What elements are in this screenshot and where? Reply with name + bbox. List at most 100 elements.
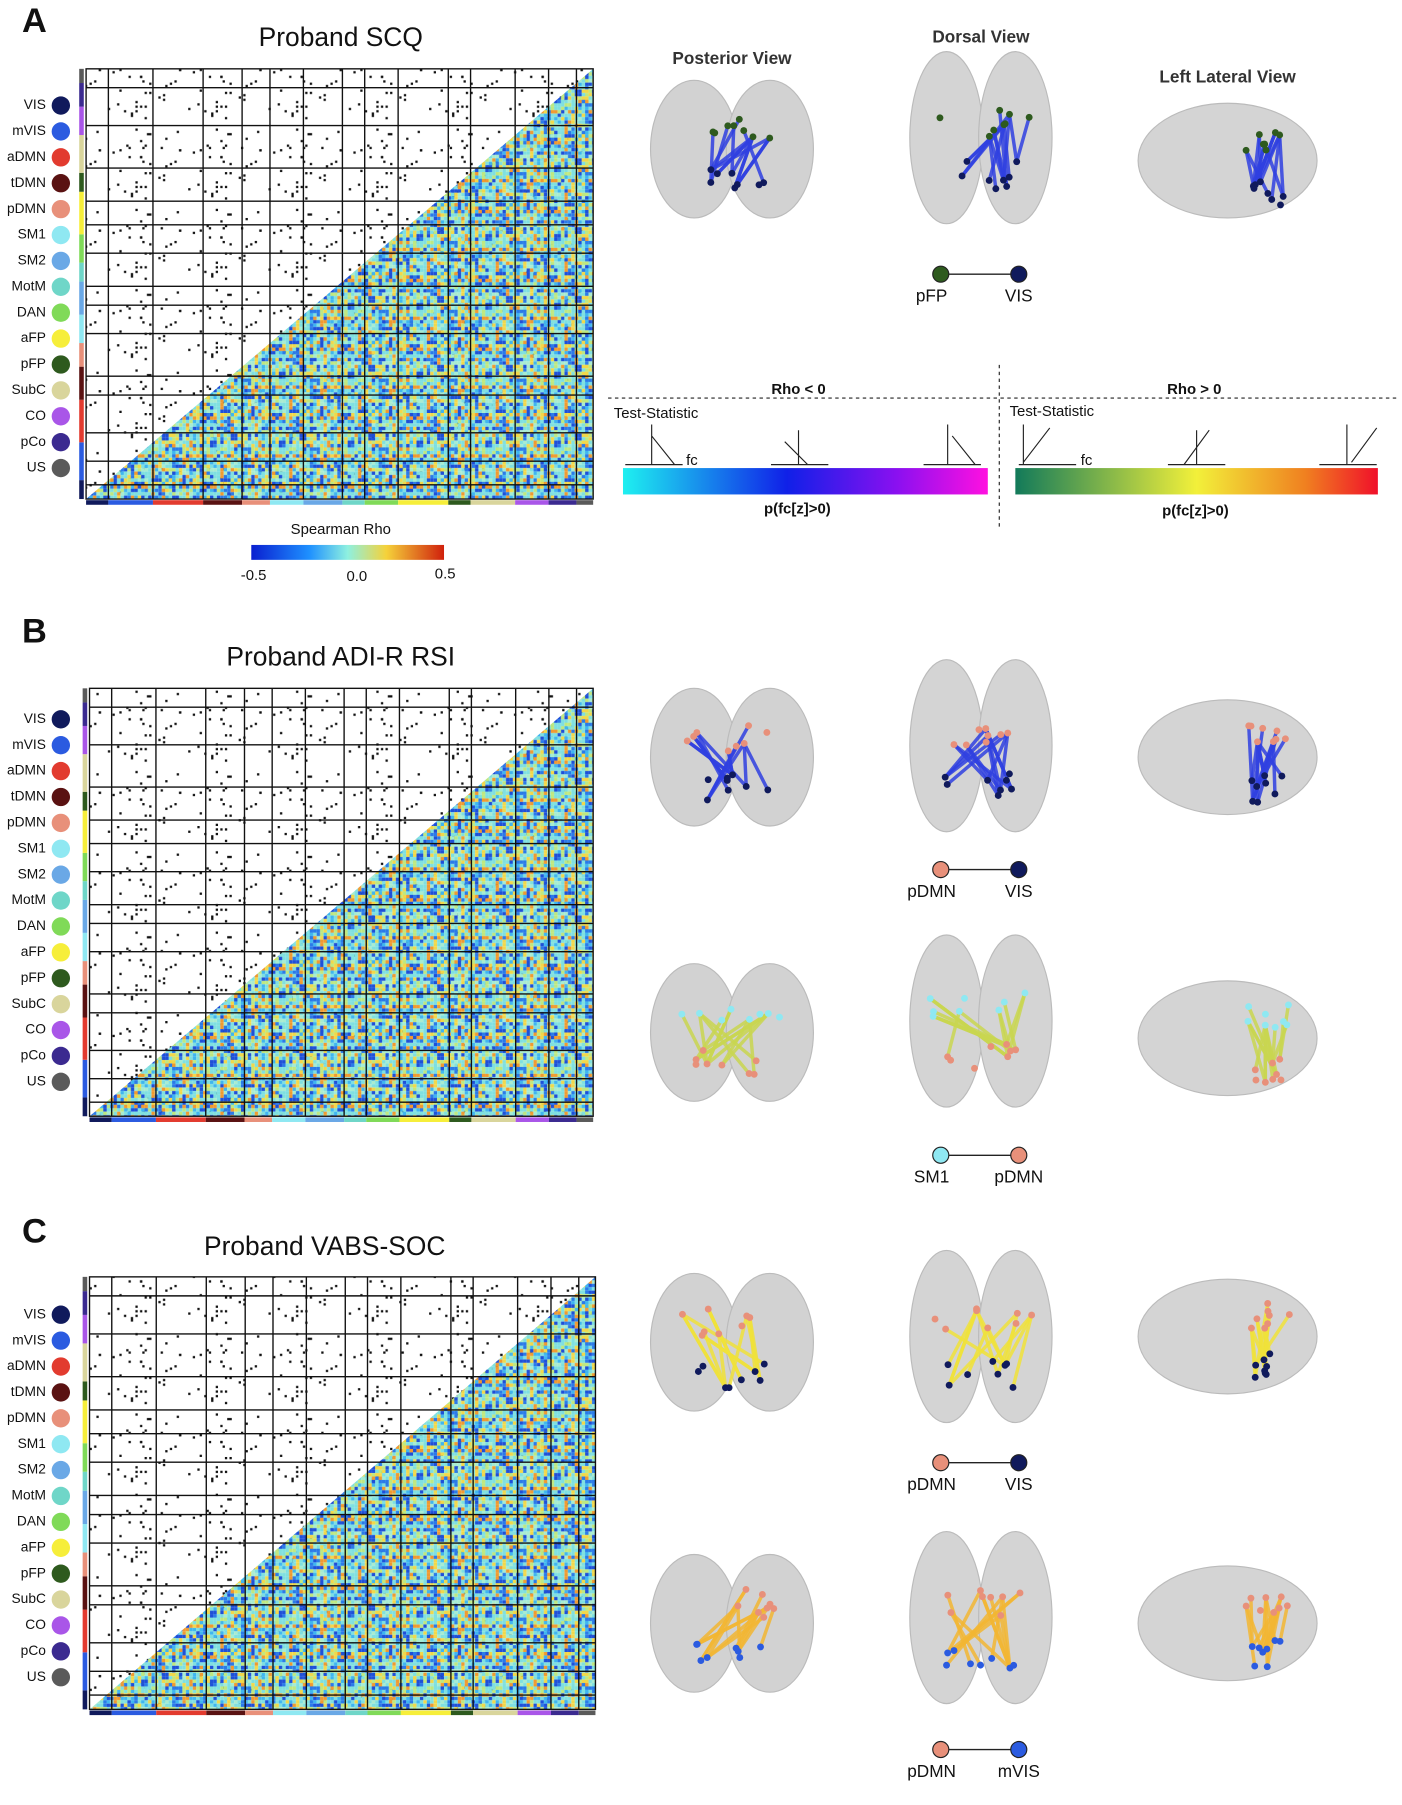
- node: [1006, 111, 1013, 118]
- network-dot: [52, 917, 70, 935]
- node: [759, 1591, 766, 1598]
- side-bar: [83, 1097, 88, 1116]
- side-bar: [83, 1472, 88, 1491]
- bottom-bar: [549, 1117, 577, 1122]
- node: [729, 170, 736, 177]
- node: [776, 1014, 783, 1021]
- network-dot: [52, 1590, 70, 1608]
- network-label: pDMN: [7, 815, 46, 830]
- network-dot: [52, 252, 70, 270]
- network-label: tDMN: [11, 1384, 46, 1399]
- node: [1261, 1325, 1268, 1332]
- network-label: DAN: [17, 304, 46, 319]
- brain: [651, 1554, 814, 1692]
- node: [760, 1614, 767, 1621]
- brain: [910, 935, 1052, 1107]
- bottom-bar: [245, 1711, 273, 1716]
- glyph: [625, 424, 682, 464]
- side-bar: [83, 811, 88, 853]
- node: [1252, 1374, 1259, 1381]
- network-label: MotM: [12, 1488, 46, 1503]
- node: [1253, 1077, 1260, 1084]
- network-dot: [52, 1461, 70, 1479]
- side-bar: [79, 343, 84, 367]
- node: [700, 1047, 707, 1054]
- legend-title: Rho < 0: [771, 382, 825, 398]
- network-label: aFP: [21, 1539, 46, 1554]
- bottom-bar: [108, 500, 153, 505]
- node: [1268, 196, 1275, 203]
- bottom-bar: [156, 1711, 206, 1716]
- side-bar: [83, 688, 88, 702]
- pair-label: VIS: [1005, 286, 1033, 306]
- node: [1002, 120, 1009, 127]
- node: [986, 177, 993, 184]
- pair-label: VIS: [1005, 881, 1033, 901]
- brain-lobe: [1138, 103, 1317, 218]
- side-bar: [79, 315, 84, 343]
- node: [1256, 131, 1263, 138]
- network-label: SubC: [12, 1591, 46, 1606]
- network-dot: [52, 459, 70, 477]
- legend-title: Rho > 0: [1167, 382, 1221, 398]
- bottom-bar: [270, 500, 303, 505]
- network-label: aDMN: [7, 1358, 46, 1373]
- edge: [1266, 1598, 1267, 1667]
- node: [733, 1645, 740, 1652]
- node: [736, 1654, 743, 1661]
- node: [715, 1330, 722, 1337]
- network-label: aDMN: [7, 763, 46, 778]
- network-label: pDMN: [7, 1410, 46, 1425]
- node: [1249, 798, 1256, 805]
- node: [1253, 783, 1260, 790]
- panel-title: Proband VABS-SOC: [204, 1231, 445, 1261]
- side-bar: [83, 702, 88, 726]
- node: [1014, 1310, 1021, 1317]
- node: [1262, 1022, 1269, 1029]
- node: [1276, 1605, 1283, 1612]
- network-dot: [52, 1616, 70, 1634]
- pair-node: [933, 1147, 949, 1163]
- node: [1259, 1649, 1266, 1656]
- network-dot: [52, 762, 70, 780]
- side-bar: [83, 1690, 88, 1709]
- node: [697, 1657, 704, 1664]
- node: [724, 775, 731, 782]
- network-label: pFP: [21, 970, 46, 985]
- node: [1273, 1071, 1280, 1078]
- pair-node: [933, 862, 949, 878]
- brain-lobe: [651, 688, 738, 826]
- node: [1013, 1320, 1020, 1327]
- bottom-bar: [90, 1117, 112, 1122]
- legend-x-label: fc: [1081, 453, 1093, 469]
- node: [1245, 1018, 1252, 1025]
- node: [725, 748, 732, 755]
- node: [757, 1377, 764, 1384]
- pair-label: mVIS: [998, 1761, 1040, 1781]
- node: [1270, 1609, 1277, 1616]
- node: [678, 1011, 685, 1018]
- panel-letter: B: [22, 612, 47, 650]
- node: [976, 726, 983, 733]
- node: [690, 733, 697, 740]
- bottom-bar: [518, 1711, 551, 1716]
- side-bar: [79, 83, 84, 107]
- node: [1280, 1018, 1287, 1025]
- node: [989, 1358, 996, 1365]
- brain: [1138, 1566, 1317, 1681]
- brain: [1138, 1279, 1317, 1394]
- bottom-bar: [242, 500, 270, 505]
- network-dot: [52, 1668, 70, 1686]
- node: [967, 1660, 974, 1667]
- node: [1253, 1315, 1260, 1322]
- network-label: DAN: [17, 1514, 46, 1529]
- network-label: US: [27, 460, 46, 475]
- colorbar: [251, 545, 444, 560]
- brain-lobe: [910, 52, 983, 224]
- bottom-bar: [306, 1711, 345, 1716]
- brain-lobe: [1138, 981, 1317, 1096]
- pair-node: [1011, 862, 1027, 878]
- node: [750, 133, 757, 140]
- network-dot: [52, 788, 70, 806]
